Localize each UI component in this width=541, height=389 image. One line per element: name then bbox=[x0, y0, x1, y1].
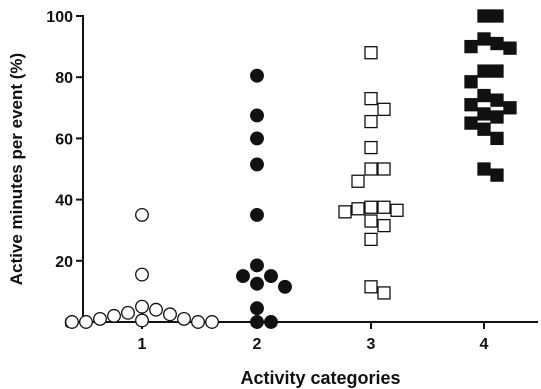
data-point bbox=[503, 41, 517, 55]
data-point bbox=[250, 207, 264, 222]
data-point bbox=[236, 269, 250, 284]
y-axis-ticks: 020406080100 bbox=[46, 9, 83, 332]
data-point bbox=[364, 46, 378, 60]
data-point bbox=[135, 207, 149, 222]
data-point bbox=[364, 200, 378, 214]
series-category-1 bbox=[65, 207, 219, 329]
data-point bbox=[377, 286, 391, 300]
data-point bbox=[191, 315, 205, 329]
data-point bbox=[264, 315, 278, 329]
data-point bbox=[490, 168, 504, 182]
data-point bbox=[250, 301, 264, 316]
data-point bbox=[490, 110, 504, 124]
y-tick-label: 100 bbox=[46, 9, 73, 26]
x-axis-title: Activity categories bbox=[240, 368, 400, 388]
data-point bbox=[503, 101, 517, 115]
data-point bbox=[250, 68, 264, 83]
data-point bbox=[464, 116, 478, 130]
data-point bbox=[351, 174, 365, 188]
data-point bbox=[477, 64, 491, 78]
y-tick-label: 60 bbox=[55, 131, 73, 148]
data-point bbox=[490, 93, 504, 107]
data-point bbox=[364, 280, 378, 294]
y-tick-label: 20 bbox=[55, 254, 73, 271]
x-tick-label: 2 bbox=[253, 336, 262, 353]
data-point bbox=[250, 315, 264, 329]
data-point bbox=[135, 299, 149, 314]
data-point bbox=[390, 203, 404, 217]
x-axis-ticks: 1 2 3 4 bbox=[138, 322, 489, 353]
data-point bbox=[135, 313, 149, 328]
data-point bbox=[278, 279, 292, 294]
data-point bbox=[477, 107, 491, 121]
data-point bbox=[338, 205, 352, 219]
data-point bbox=[490, 131, 504, 146]
data-point bbox=[351, 202, 365, 216]
axes bbox=[82, 15, 538, 323]
data-point bbox=[364, 114, 378, 129]
data-point bbox=[364, 140, 378, 155]
data-point bbox=[107, 308, 121, 323]
data-point bbox=[121, 305, 135, 320]
data-point bbox=[377, 200, 391, 214]
data-point bbox=[477, 122, 491, 136]
data-point bbox=[135, 267, 149, 282]
data-point bbox=[163, 307, 177, 322]
data-point bbox=[205, 315, 219, 329]
data-point bbox=[364, 232, 378, 247]
data-point bbox=[79, 315, 93, 329]
data-point bbox=[177, 311, 191, 326]
data-point bbox=[93, 311, 107, 326]
x-tick-label: 1 bbox=[138, 336, 147, 353]
data-point bbox=[364, 162, 378, 176]
data-point bbox=[364, 91, 378, 106]
data-point bbox=[377, 218, 391, 233]
y-tick-label: 80 bbox=[55, 70, 73, 87]
data-point bbox=[477, 88, 491, 103]
data-point bbox=[477, 9, 491, 23]
data-point bbox=[149, 302, 163, 317]
data-point bbox=[490, 36, 504, 51]
data-point bbox=[65, 315, 79, 329]
data-point bbox=[477, 32, 491, 46]
data-point bbox=[250, 258, 264, 273]
series-category-3 bbox=[338, 46, 404, 300]
x-tick-label: 3 bbox=[367, 336, 376, 353]
data-point bbox=[377, 102, 391, 116]
data-point bbox=[264, 269, 278, 284]
data-points bbox=[65, 9, 517, 329]
data-point bbox=[464, 75, 478, 89]
data-point bbox=[490, 9, 504, 23]
data-point bbox=[364, 214, 378, 228]
data-point bbox=[464, 98, 478, 112]
data-point bbox=[250, 108, 264, 123]
data-point bbox=[250, 276, 264, 291]
data-point bbox=[250, 157, 264, 172]
data-point bbox=[464, 39, 478, 54]
series-category-4 bbox=[464, 9, 517, 182]
data-point bbox=[250, 131, 264, 146]
series-category-2 bbox=[236, 68, 292, 329]
data-point bbox=[490, 64, 504, 78]
data-point bbox=[477, 162, 491, 176]
y-tick-label: 40 bbox=[55, 193, 73, 210]
y-axis-title: Active minutes per event (%) bbox=[7, 53, 26, 285]
data-point bbox=[377, 162, 391, 176]
x-tick-label: 4 bbox=[480, 336, 489, 353]
